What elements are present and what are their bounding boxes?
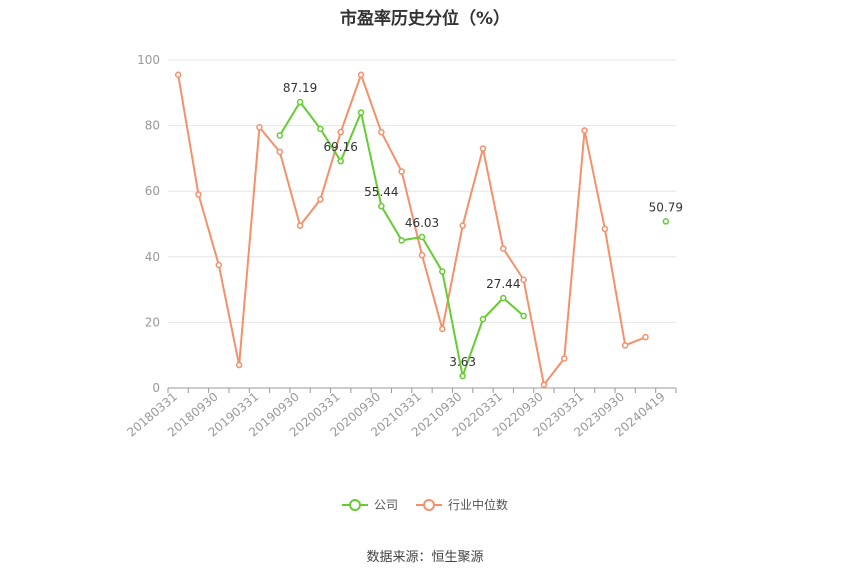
y-tick-label: 100: [137, 53, 160, 67]
data-point-industry-median: [174, 71, 182, 79]
data-point-industry-median: [276, 148, 284, 156]
data-label: 27.44: [486, 277, 520, 291]
data-point-industry-median: [398, 168, 405, 175]
data-point-industry-median: [337, 128, 344, 136]
series-line-industry-median: [177, 73, 646, 386]
chart-legend: 公司 行业中位数: [0, 496, 850, 513]
data-point-company: [439, 268, 446, 275]
data-point-company: [357, 109, 365, 116]
data-point-industry-median: [317, 196, 324, 203]
data-point-industry-median: [621, 342, 629, 349]
data-point-company: [276, 132, 284, 139]
data-point-industry-median: [215, 261, 223, 269]
data-point-industry-median: [601, 225, 609, 233]
legend-item-industry-median[interactable]: 行业中位数: [416, 496, 508, 513]
data-point-industry-median: [520, 276, 527, 284]
data-label: 87.19: [283, 81, 317, 95]
data-label: 46.03: [405, 216, 439, 230]
legend-swatch-company: [341, 498, 368, 512]
data-point-industry-median: [500, 245, 507, 252]
data-label: 3.63: [449, 355, 476, 369]
data-point-company: [337, 157, 344, 165]
legend-item-company[interactable]: 公司: [341, 496, 398, 513]
data-point-industry-median: [642, 333, 649, 341]
data-point-industry-median: [479, 145, 487, 152]
data-label: 55.44: [364, 185, 398, 199]
legend-label-company: 公司: [373, 498, 398, 512]
data-point-company: [418, 233, 426, 241]
data-point-industry-median: [378, 128, 385, 136]
data-point-company: [317, 125, 324, 133]
data-point-industry-median: [581, 127, 588, 134]
legend-swatch-industry-median: [416, 498, 442, 512]
data-point-industry-median: [357, 71, 365, 79]
data-label: 69.16: [324, 140, 358, 154]
data-point-industry-median: [560, 355, 568, 362]
data-label: 50.79: [649, 200, 683, 214]
data-point-industry-median: [540, 381, 548, 388]
data-point-company: [378, 202, 385, 210]
y-tick-label: 20: [145, 315, 160, 329]
data-point-company: [459, 372, 466, 380]
y-tick-label: 60: [145, 184, 160, 198]
data-point-industry-median: [296, 222, 304, 229]
chart-title: 市盈率历史分位（%）: [339, 9, 511, 29]
y-tick-label: 0: [152, 381, 160, 395]
data-point-company: [479, 315, 487, 323]
data-point-industry-median: [459, 222, 466, 229]
pe-percentile-line-chart: 0204060801002018033120180930201903312019…: [124, 53, 683, 440]
data-source: 数据来源：恒生聚源: [366, 550, 484, 565]
data-point-industry-median: [195, 191, 202, 198]
data-point-industry-median: [235, 361, 243, 369]
data-point-industry-median: [439, 325, 446, 333]
data-point-company: [500, 294, 507, 302]
legend-label-industry-median: 行业中位数: [448, 498, 509, 512]
y-tick-label: 40: [145, 250, 160, 264]
data-point-company: [296, 98, 304, 106]
data-point-industry-median: [256, 123, 263, 131]
y-tick-label: 80: [145, 119, 160, 133]
data-point-company: [520, 312, 527, 320]
data-point-industry-median: [418, 251, 426, 259]
data-point-company: [662, 218, 670, 225]
data-point-company: [398, 237, 405, 244]
